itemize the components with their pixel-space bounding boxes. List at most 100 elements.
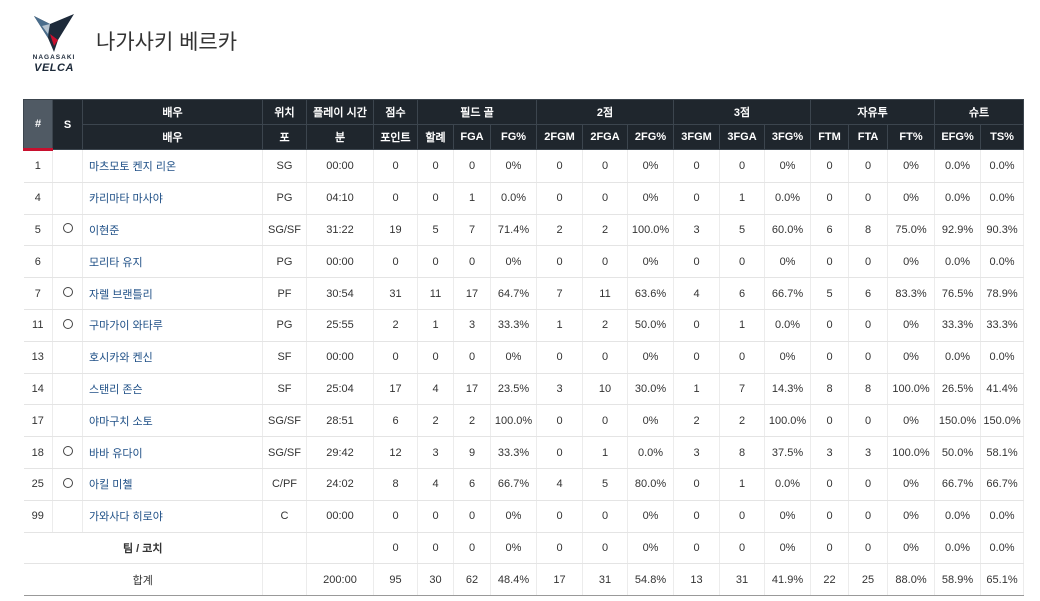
stat-cell-p2: 0.0% xyxy=(627,436,675,469)
stat-cell-fta: 0 xyxy=(848,341,889,374)
stat-cell-a2: 2 xyxy=(582,214,629,247)
minutes-cell: 00:00 xyxy=(306,341,374,374)
stat-cell-pts: 17 xyxy=(373,373,418,406)
player-name-link[interactable]: 호시카와 켄신 xyxy=(82,341,263,374)
stat-cell-a2: 0 xyxy=(582,182,629,215)
stat-cell-a2: 0 xyxy=(582,404,629,438)
stat-cell-ftm: 0 xyxy=(810,309,850,342)
header-starter[interactable]: S xyxy=(52,99,83,150)
player-name-link[interactable]: 카리마타 마사야 xyxy=(82,182,263,215)
position-cell: SG/SF xyxy=(262,214,307,247)
stat-cell-ftm: 3 xyxy=(810,436,850,469)
sub-header-cell[interactable]: 포인트 xyxy=(373,124,418,150)
sub-header-cell[interactable]: TS% xyxy=(980,124,1025,150)
sub-header-cell[interactable]: FT% xyxy=(887,124,936,150)
player-name-link[interactable]: 스탠리 존슨 xyxy=(82,373,263,406)
group-header-row: # S 배우 위치 플레이 시간 점수 필드 골 2점 3점 자유투 슈트 xyxy=(23,99,1025,151)
stat-cell-ts: 90.3% xyxy=(980,214,1025,247)
position-cell: PG xyxy=(262,182,307,215)
header-three-point: 3점 xyxy=(673,99,812,125)
stat-cell-p2: 0% xyxy=(627,500,675,533)
stat-cell-fgp: 48.4% xyxy=(490,563,538,597)
player-name-link[interactable]: 야마구치 소토 xyxy=(82,404,263,438)
header-num[interactable]: # xyxy=(23,99,53,151)
stat-cell-fta: 0 xyxy=(848,500,889,533)
sub-header-cell[interactable]: FTA xyxy=(848,124,889,150)
sub-header-cell[interactable]: 2FG% xyxy=(627,124,675,150)
stat-cell-fta: 0 xyxy=(848,245,889,279)
stat-cell-fta: 6 xyxy=(848,277,889,310)
stat-cell-fgm: 0 xyxy=(417,149,454,183)
sub-header-cell[interactable]: 3FGM xyxy=(673,124,721,150)
player-name-link[interactable]: 아킬 미첼 xyxy=(82,468,263,501)
sub-header-cell[interactable]: 2FGA xyxy=(582,124,629,150)
stat-cell-ftm: 8 xyxy=(810,373,850,406)
minutes-cell: 00:00 xyxy=(306,500,374,533)
jersey-number-cell: 99 xyxy=(23,500,53,533)
stat-cell-p3: 0.0% xyxy=(764,182,812,215)
sub-header-cell[interactable]: FTM xyxy=(810,124,850,150)
logo-text-nagasaki: NAGASAKI xyxy=(32,54,76,61)
stat-cell-ts: 0.0% xyxy=(980,182,1025,215)
player-name-link[interactable]: 모리타 유지 xyxy=(82,245,263,279)
sub-header-cell[interactable]: FG% xyxy=(489,124,538,150)
sub-header-cell[interactable]: 할례 xyxy=(417,124,454,150)
stat-cell-p3: 100.0% xyxy=(764,404,812,438)
player-name-link[interactable]: 마츠모토 켄지 리온 xyxy=(82,149,263,183)
stat-cell-p2: 0% xyxy=(627,182,675,215)
sub-header-row: 배우 포 분 포인트 할례 FGA FG% 2FGM 2FGA 2FG% 3FGM 3FGA 3FG% F… xyxy=(24,124,1025,150)
stat-cell-a2: 31 xyxy=(582,563,629,597)
stat-cell-fga: 17 xyxy=(453,373,491,406)
stat-cell-m2: 17 xyxy=(536,563,584,597)
player-name-link[interactable]: 자렐 브랜틀리 xyxy=(82,277,263,310)
stat-cell-fgm: 0 xyxy=(417,245,454,279)
table-row: 1 마츠모토 켄지 리온 SG 00:00 0 0 0 0% 0 0 0% 0 0 0% 0 0 0% 0.0% 0… xyxy=(23,149,1025,183)
player-name-link[interactable]: 구마가이 와타루 xyxy=(82,309,263,342)
stat-cell-fgm: 5 xyxy=(417,214,454,247)
sub-header-cell[interactable]: EFG% xyxy=(934,124,982,150)
stat-cell-ts: 0.0% xyxy=(980,245,1025,279)
header-position[interactable]: 위치 xyxy=(262,99,307,125)
stat-cell-fgm: 11 xyxy=(417,277,454,310)
sub-header-cell[interactable]: 3FGA xyxy=(719,124,766,150)
stat-cell-p3: 0% xyxy=(764,341,812,374)
stat-cell-ftm: 0 xyxy=(810,404,850,438)
player-name-link[interactable]: 가와사다 히로야 xyxy=(82,500,263,533)
minutes-cell: 28:51 xyxy=(306,404,374,438)
starter-cell xyxy=(52,149,83,183)
stat-cell-a3: 0 xyxy=(719,531,766,565)
position-cell: SF xyxy=(262,373,307,406)
stat-cell-pts: 0 xyxy=(373,531,418,565)
stat-cell-fgp: 0% xyxy=(490,245,538,279)
stat-cell-p3: 0% xyxy=(764,245,812,279)
stat-cell-m2: 1 xyxy=(536,309,584,342)
position-cell: SG/SF xyxy=(262,404,307,438)
stat-cell-efg: 76.5% xyxy=(934,277,982,310)
stat-cell-p3: 60.0% xyxy=(764,214,812,247)
table-row: 18 바바 유다이 SG/SF 29:42 12 3 9 33.3% 0 1 0.0% 3 8 37.5%… xyxy=(23,436,1025,469)
stat-cell-fga: 7 xyxy=(453,214,491,247)
jersey-number-cell: 14 xyxy=(23,373,53,406)
stat-cell-fta: 0 xyxy=(848,182,889,215)
stat-cell-efg: 58.9% xyxy=(934,563,982,597)
header-minutes[interactable]: 플레이 시간 xyxy=(306,99,374,125)
header-player[interactable]: 배우 xyxy=(82,99,263,125)
sub-header-cell[interactable]: 3FG% xyxy=(764,124,812,150)
sub-header-cell[interactable]: 2FGM xyxy=(536,124,584,150)
header-points[interactable]: 점수 xyxy=(373,99,418,125)
sub-header-cell[interactable]: 배우 xyxy=(82,124,263,150)
stat-cell-m3: 4 xyxy=(673,277,721,310)
sub-header-cell[interactable]: FGA xyxy=(453,124,491,150)
stat-cell-m2: 0 xyxy=(536,182,584,215)
player-name-link[interactable]: 이현준 xyxy=(82,214,263,247)
team-coach-label: 팀 / 코치 xyxy=(23,531,263,565)
player-name-link[interactable]: 바바 유다이 xyxy=(82,436,263,469)
sub-header-cell[interactable]: 포 xyxy=(262,124,307,150)
stat-cell-p3: 0% xyxy=(764,500,812,533)
stat-cell-fga: 62 xyxy=(453,563,491,597)
stat-cell-fgm: 0 xyxy=(417,341,454,374)
table-row: 14 스탠리 존슨 SF 25:04 17 4 17 23.5% 3 10 30.0% 1 7 14.3%… xyxy=(23,373,1025,406)
stat-cell-ts: 0.0% xyxy=(980,341,1025,374)
sub-header-cell[interactable]: 분 xyxy=(306,124,374,150)
stat-cell-fgm: 0 xyxy=(417,182,454,215)
